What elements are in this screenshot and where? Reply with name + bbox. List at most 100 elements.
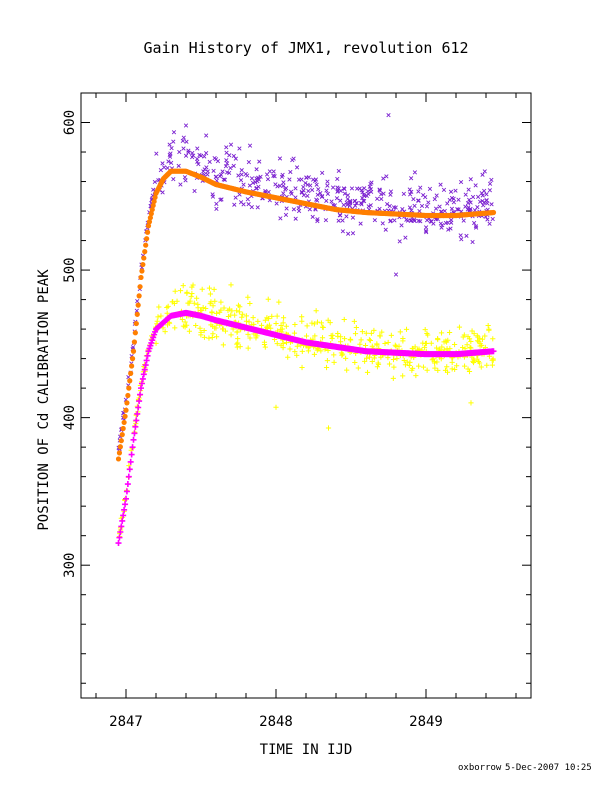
data-point	[358, 337, 364, 343]
data-point	[303, 180, 308, 186]
data-point	[421, 193, 426, 198]
data-point	[482, 188, 487, 194]
data-point	[330, 332, 336, 338]
data-point	[375, 360, 381, 366]
data-point	[206, 285, 213, 291]
data-point	[314, 347, 320, 353]
data-point	[489, 202, 494, 207]
data-point	[467, 197, 472, 202]
data-point	[165, 165, 170, 171]
data-point	[234, 341, 240, 347]
upper-fit-curve	[115, 168, 497, 462]
data-point	[228, 165, 233, 171]
data-point	[432, 365, 438, 371]
data-point	[319, 194, 325, 200]
data-point	[210, 323, 216, 329]
fit-point	[120, 425, 126, 432]
data-point	[362, 342, 369, 349]
fit-point	[116, 534, 123, 541]
data-point	[291, 207, 297, 212]
data-point	[233, 156, 238, 161]
data-point	[166, 159, 171, 164]
data-point	[313, 177, 319, 182]
data-point	[350, 231, 356, 236]
outlier-point	[468, 400, 474, 406]
data-point	[350, 215, 356, 220]
data-point	[293, 216, 298, 221]
data-point	[207, 291, 214, 297]
data-point	[445, 201, 450, 206]
data-point	[299, 314, 305, 320]
data-point	[444, 364, 450, 370]
data-point	[198, 153, 204, 158]
data-point	[340, 229, 346, 234]
data-point	[319, 335, 326, 341]
data-point	[473, 224, 479, 229]
data-point	[223, 164, 229, 169]
data-point	[171, 139, 176, 144]
fit-point	[132, 330, 138, 336]
data-point	[274, 313, 280, 319]
data-point	[243, 313, 249, 319]
data-point	[238, 200, 244, 205]
data-point	[180, 283, 186, 289]
footer-timestamp: 5-Dec-2007 10:25	[505, 763, 592, 773]
data-point	[413, 372, 419, 379]
data-point	[337, 213, 342, 218]
data-point	[460, 344, 466, 351]
data-point	[207, 159, 212, 165]
data-point	[426, 200, 431, 205]
data-point	[486, 327, 492, 333]
data-point	[280, 172, 285, 178]
fit-point	[143, 357, 150, 364]
data-point	[245, 331, 251, 337]
data-point	[209, 334, 215, 341]
data-point	[335, 176, 340, 182]
fit-point	[146, 219, 153, 225]
data-point	[400, 338, 406, 344]
data-point	[417, 208, 422, 214]
data-point	[435, 336, 441, 343]
data-point	[364, 369, 371, 376]
data-point	[318, 191, 323, 196]
data-point	[200, 305, 206, 311]
data-point	[474, 356, 480, 362]
data-point	[253, 180, 258, 185]
data-point	[255, 318, 261, 325]
data-point	[195, 301, 201, 307]
data-point	[164, 310, 170, 316]
data-point	[245, 197, 250, 202]
data-point	[309, 320, 315, 326]
data-point	[343, 355, 349, 361]
data-point	[287, 346, 293, 352]
data-point	[341, 202, 346, 207]
data-point	[368, 330, 374, 336]
data-point	[369, 343, 375, 349]
fit-point	[138, 385, 144, 392]
data-point	[421, 344, 428, 351]
data-point	[447, 346, 453, 352]
data-point	[247, 335, 253, 341]
data-point	[374, 364, 381, 370]
data-point	[313, 308, 319, 314]
data-point	[238, 178, 244, 183]
data-point	[449, 206, 455, 211]
fit-point	[129, 356, 136, 362]
data-point	[202, 154, 207, 159]
data-point	[342, 191, 348, 196]
data-point	[461, 218, 466, 223]
data-point	[237, 146, 242, 151]
data-point	[397, 239, 402, 244]
lower-fit-curve	[115, 309, 497, 547]
data-point	[232, 202, 237, 207]
data-point	[456, 197, 461, 202]
data-point	[473, 225, 479, 230]
fit-point	[147, 215, 153, 221]
data-point	[310, 214, 315, 220]
fit-point	[136, 398, 143, 405]
data-point	[222, 177, 228, 182]
data-point	[177, 149, 182, 155]
data-point	[374, 341, 380, 347]
data-point	[330, 185, 336, 190]
data-point	[375, 196, 380, 201]
